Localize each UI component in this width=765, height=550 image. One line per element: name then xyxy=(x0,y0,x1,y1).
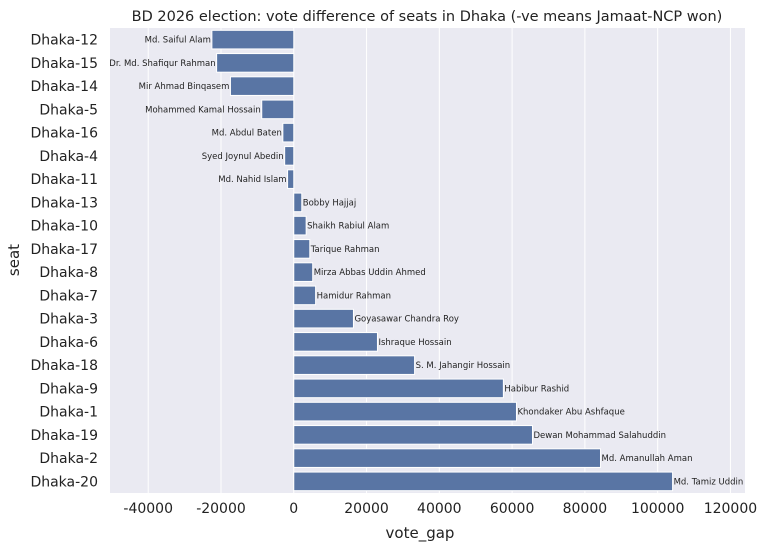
y-tick-label: Dhaka-2 xyxy=(39,451,98,467)
bar-dhaka-3 xyxy=(293,308,354,329)
x-tick-label: 0 xyxy=(289,501,298,517)
y-tick-label: Dhaka-11 xyxy=(30,172,98,188)
bar-dhaka-6 xyxy=(293,332,378,352)
bar-dhaka-13 xyxy=(293,192,303,213)
x-tick-label: 100000 xyxy=(631,501,684,517)
y-tick-label: Dhaka-10 xyxy=(30,219,98,235)
bar-data-label: Hamidur Rahman xyxy=(317,291,391,301)
bar-dhaka-16 xyxy=(282,122,295,143)
bar-dhaka-5 xyxy=(261,99,295,120)
y-tick-label: Dhaka-12 xyxy=(30,33,98,49)
bar-data-label: Dewan Mohammad Salahuddin xyxy=(533,431,666,441)
bar-data-label: S. M. Jahangir Hossain xyxy=(416,361,511,371)
bar-data-label: Tarique Rahman xyxy=(310,245,380,255)
y-tick-label: Dhaka-5 xyxy=(39,102,98,118)
bar-data-label: Md. Nahid Islam xyxy=(218,175,286,185)
x-tick-label: 60000 xyxy=(490,501,535,517)
bar-dhaka-2 xyxy=(293,448,602,468)
y-tick-label: Dhaka-1 xyxy=(39,405,98,421)
bar-data-label: Mir Ahmad Binqasem xyxy=(139,82,230,92)
y-tick-label: Dhaka-18 xyxy=(30,358,98,374)
y-tick-label: Dhaka-20 xyxy=(30,474,98,490)
y-axis-label: seat xyxy=(5,244,23,276)
bar-dhaka-10 xyxy=(293,215,307,236)
y-tick-label: Dhaka-8 xyxy=(39,265,98,281)
bar-data-label: Khondaker Abu Ashfaque xyxy=(517,408,624,418)
bar-data-label: Dr. Md. Shafiqur Rahman xyxy=(109,59,215,69)
x-tick-label: 20000 xyxy=(344,501,389,517)
bar-data-label: Habibur Rashid xyxy=(504,384,569,394)
y-tick-label: Dhaka-17 xyxy=(30,242,98,258)
x-tick-label: -40000 xyxy=(123,501,173,517)
bar-data-label: Md. Abdul Baten xyxy=(212,129,282,139)
bar-dhaka-14 xyxy=(229,76,295,96)
x-axis-label: vote_gap xyxy=(386,524,455,543)
y-tick-label: Dhaka-9 xyxy=(39,381,98,397)
bar-data-label: Mirza Abbas Uddin Ahmed xyxy=(314,268,426,278)
bar-dhaka-9 xyxy=(293,378,504,399)
x-tick-label: -20000 xyxy=(196,501,246,517)
bar-data-label: Md. Saiful Alam xyxy=(145,36,211,46)
bar-dhaka-18 xyxy=(293,355,416,375)
bar-data-label: Md. Amanullah Aman xyxy=(602,454,693,464)
bar-dhaka-12 xyxy=(211,29,295,50)
bar-dhaka-20 xyxy=(293,471,674,492)
x-tick-label: 120000 xyxy=(704,501,757,517)
bar-data-label: Syed Joynul Abedin xyxy=(202,152,284,162)
y-tick-label: Dhaka-6 xyxy=(39,335,98,351)
bar-data-label: Shaikh Rabiul Alam xyxy=(307,222,389,232)
bar-dhaka-1 xyxy=(293,401,517,422)
bar-dhaka-11 xyxy=(287,169,295,189)
bar-dhaka-7 xyxy=(293,285,317,306)
bar-dhaka-15 xyxy=(216,53,295,73)
bar-dhaka-4 xyxy=(284,146,295,166)
x-tick-label: 80000 xyxy=(563,501,608,517)
bar-data-label: Bobby Hajjaj xyxy=(303,198,356,208)
y-tick-label: Dhaka-13 xyxy=(30,195,98,211)
plot-background xyxy=(110,28,745,493)
bar-dhaka-19 xyxy=(293,425,533,445)
y-tick-label: Dhaka-7 xyxy=(39,288,98,304)
y-tick-label: Dhaka-14 xyxy=(30,79,98,95)
y-tick-label: Dhaka-4 xyxy=(39,149,98,165)
bar-data-label: Md. Tamiz Uddin xyxy=(674,477,744,487)
y-tick-label: Dhaka-19 xyxy=(30,428,98,444)
y-tick-label: Dhaka-3 xyxy=(39,312,98,328)
x-tick-label: 40000 xyxy=(417,501,462,517)
bar-dhaka-17 xyxy=(293,239,311,259)
bar-data-label: Mohammed Kamal Hossain xyxy=(145,105,261,115)
bar-data-label: Goyasawar Chandra Roy xyxy=(354,315,459,325)
bar-dhaka-8 xyxy=(293,262,314,282)
chart-title: BD 2026 election: vote difference of sea… xyxy=(132,9,723,25)
y-tick-label: Dhaka-16 xyxy=(30,126,98,142)
bar-data-label: Ishraque Hossain xyxy=(378,338,451,348)
y-tick-label: Dhaka-15 xyxy=(30,56,98,72)
